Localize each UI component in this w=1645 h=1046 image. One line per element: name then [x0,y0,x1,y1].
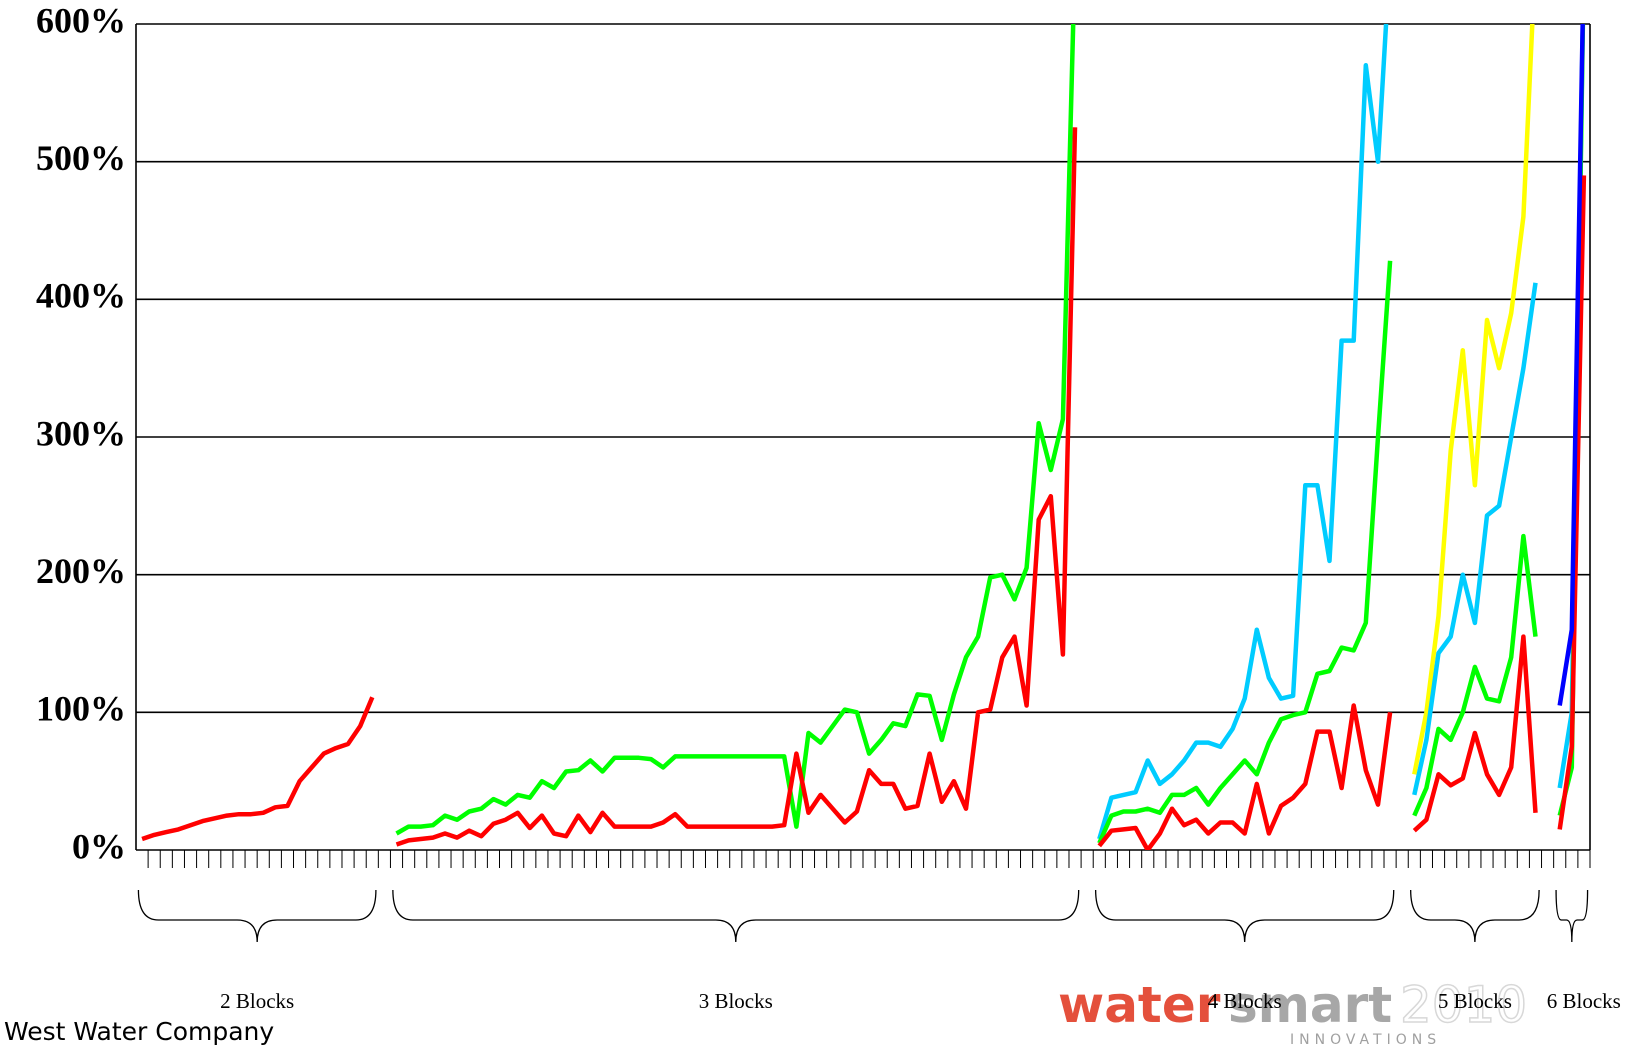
y-tick-label: 200% [36,551,126,591]
series-line [1412,24,1535,775]
group-label: 6 Blocks [1547,989,1621,1013]
y-tick-label: 500% [36,138,126,178]
group-label: 2 Blocks [220,989,294,1013]
group-label: 3 Blocks [699,989,773,1013]
plot [141,24,1587,850]
group-brace [1410,889,1540,943]
group-brace [137,889,377,943]
y-tick-label: 600% [36,0,126,40]
series-line [1097,24,1586,840]
logo-year: 2010 [1400,976,1527,1034]
y-tick-label: 400% [36,276,126,316]
logo-tagline: INNOVATIONS [1290,1032,1441,1046]
group-brace [1094,889,1395,943]
y-tick-label: 0% [72,826,126,866]
logo: water smart 2010 INNOVATIONS [1058,975,1528,1046]
group-label: 4 Blocks [1208,989,1282,1013]
y-tick-label: 300% [36,413,126,453]
series-line [141,127,1587,850]
y-tick-label: 100% [36,689,126,729]
group-brace [1555,889,1589,943]
footer: West Water Company [4,1017,274,1046]
group-brace [392,889,1080,943]
logo-word: smart [1228,976,1392,1034]
series-line [1557,24,1585,706]
series-line [395,24,1586,845]
logo-word: water [1058,976,1221,1034]
group-label: 5 Blocks [1438,989,1512,1013]
